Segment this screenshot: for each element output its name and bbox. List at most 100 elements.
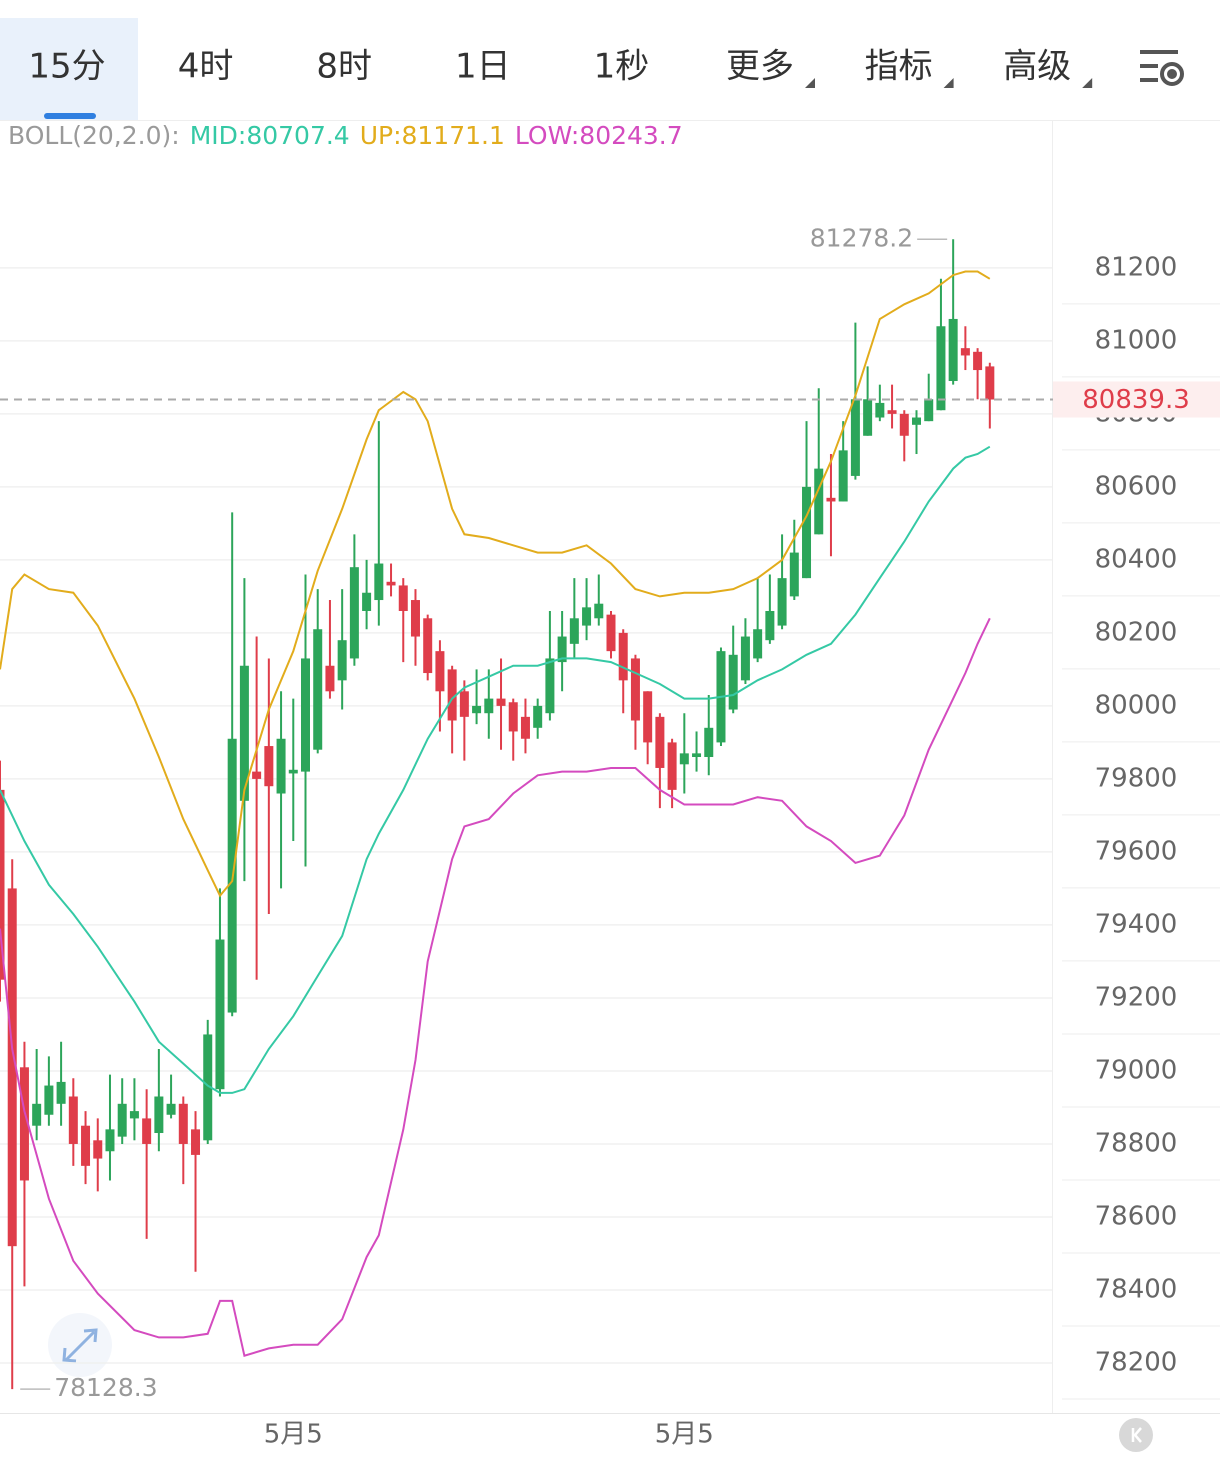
tab[interactable]: 8时 (316, 47, 372, 87)
candle-body (166, 1103, 176, 1115)
candle-body (337, 640, 347, 681)
y-tick-label: 79800 (1095, 763, 1178, 793)
candle-body (643, 691, 653, 743)
candle-body (630, 658, 640, 721)
tab[interactable]: 15分 (28, 47, 105, 87)
tab-bar: 15分 4时 8时 1日 1秒 更多 指标 高级 (0, 18, 1093, 120)
tab[interactable]: 指标 (865, 47, 933, 87)
candle-body (692, 753, 702, 758)
candle-body (789, 552, 799, 597)
indicator-label: UP:81171.1 (360, 121, 505, 150)
y-tick-label: 80000 (1095, 690, 1178, 720)
tab-indicator (44, 113, 96, 119)
candle-body (7, 888, 17, 1247)
candle-body (215, 939, 225, 1090)
candle-body (349, 567, 359, 659)
candle-body (56, 1081, 66, 1104)
candle-body (117, 1103, 127, 1137)
candle-body (753, 629, 763, 659)
candle-body (875, 402, 885, 418)
candle-body (704, 727, 714, 758)
candle-body (398, 585, 408, 611)
candle-body (508, 702, 518, 732)
candle-body (948, 318, 958, 382)
candle-body (606, 614, 616, 652)
candle-body (924, 399, 934, 422)
candle-body (325, 665, 335, 692)
candle-body (667, 742, 677, 790)
candle-body (838, 450, 848, 502)
candle-body (728, 654, 738, 710)
y-tick-label: 78600 (1095, 1201, 1178, 1231)
candle-body (410, 600, 420, 637)
candle-body (276, 738, 286, 794)
candle-body (154, 1096, 164, 1134)
candle-body (826, 497, 836, 502)
y-tick-label: 80600 (1095, 471, 1178, 501)
tab[interactable]: 更多 (726, 47, 794, 87)
candle-body (362, 592, 372, 611)
candle-body (105, 1129, 115, 1152)
dropdown-arrow (805, 78, 815, 88)
candle-body (533, 705, 543, 728)
settings-icon[interactable] (1140, 50, 1184, 86)
tab[interactable]: 1日 (455, 47, 511, 87)
candle-body (569, 618, 579, 644)
candle-body (863, 399, 873, 436)
candle-body (618, 632, 628, 681)
candle-body (472, 705, 482, 714)
candle-body (936, 326, 946, 411)
tab[interactable]: 4时 (178, 47, 234, 87)
indicator-label: LOW:80243.7 (515, 121, 683, 150)
candle-body (81, 1125, 91, 1166)
max-label: 81278.2 (810, 223, 913, 252)
candle-body (203, 1034, 213, 1141)
y-tick-label: 79000 (1095, 1055, 1178, 1085)
tab[interactable]: 高级 (1003, 47, 1071, 87)
y-tick-label: 81200 (1095, 252, 1178, 282)
candle-body (0, 789, 5, 980)
candle-body (582, 607, 592, 626)
candle-body (32, 1103, 42, 1126)
dropdown-arrow (1082, 78, 1093, 88)
y-tick-label: 80200 (1095, 617, 1178, 647)
boll-line (0, 617, 991, 1357)
y-tick-label: 81000 (1095, 325, 1178, 355)
dropdown-arrow (943, 78, 954, 88)
candle-body (142, 1118, 152, 1144)
tab[interactable]: 1秒 (594, 47, 650, 87)
candle-body (313, 629, 323, 750)
candle-body (777, 578, 787, 626)
candle-body (850, 399, 860, 476)
candle-body (740, 636, 750, 681)
candle-body (973, 351, 983, 371)
candle-body (19, 1067, 29, 1181)
min-label: 78128.3 (54, 1373, 157, 1402)
candle-body (239, 665, 249, 801)
candle-body (814, 468, 824, 535)
candle-body (129, 1111, 139, 1119)
candle-body (178, 1103, 188, 1144)
candle-body (802, 486, 812, 579)
y-tick-label: 80400 (1095, 544, 1178, 574)
reset-button[interactable] (1119, 1418, 1153, 1452)
candle-body (435, 651, 445, 692)
candle-body (447, 669, 457, 721)
candle-body (679, 753, 689, 765)
y-tick-label: 79200 (1095, 982, 1178, 1012)
candle-body (496, 698, 506, 706)
y-tick-label: 79400 (1095, 909, 1178, 939)
candle-body (423, 618, 433, 674)
expand-icon[interactable] (48, 1313, 112, 1377)
candle-body (44, 1085, 54, 1115)
candle-body (386, 581, 396, 586)
candle-body (459, 691, 469, 717)
candle-body (887, 410, 897, 414)
candle-body (557, 636, 567, 663)
candle-body (545, 658, 555, 714)
candle-body (484, 698, 494, 714)
candle-body (288, 769, 298, 774)
last-price-tag (1053, 381, 1220, 418)
candle-body (520, 716, 530, 739)
